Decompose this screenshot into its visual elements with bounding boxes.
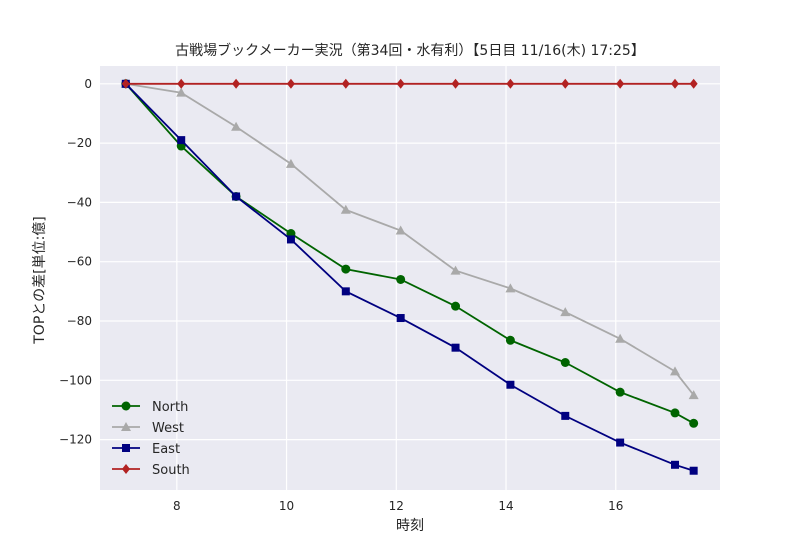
data-point-north: [505, 335, 515, 345]
series-line-west: [125, 82, 695, 396]
x-tick-label: 16: [608, 499, 623, 513]
data-point-west: [395, 225, 406, 235]
y-tick-label: −40: [67, 195, 92, 209]
legend-item-west: West: [112, 421, 184, 436]
y-tick-label: −60: [67, 255, 92, 269]
legend-item-east: East: [112, 442, 180, 457]
y-tick-label: −80: [67, 314, 92, 328]
data-point-east: [396, 314, 405, 323]
series-line-east: [125, 83, 694, 472]
data-point-south: [561, 78, 570, 89]
series-west: [120, 78, 699, 400]
series-layer: [120, 78, 699, 475]
data-point-west: [688, 390, 699, 400]
data-point-west: [285, 158, 296, 168]
chart-title: 古戦場ブックメーカー実況（第34回・水有利）【5日目 11/16(木) 17:2…: [175, 42, 645, 59]
data-point-north: [689, 418, 699, 428]
legend-label-west: West: [152, 421, 184, 436]
x-tick-label: 8: [173, 499, 181, 513]
data-point-west: [505, 283, 516, 293]
plot-area: [100, 66, 720, 490]
data-point-north: [396, 274, 406, 284]
x-axis-ticks: 8 10 12 14 16: [173, 499, 623, 513]
data-point-east: [671, 460, 680, 469]
data-point-south: [177, 78, 186, 89]
data-point-north: [560, 358, 570, 368]
data-point-west: [560, 307, 571, 317]
data-point-south: [506, 78, 515, 89]
y-tick-label: −120: [59, 433, 92, 447]
data-point-south: [451, 78, 460, 89]
legend-label-east: East: [152, 442, 180, 457]
data-point-north: [451, 301, 461, 311]
data-point-east: [689, 466, 698, 475]
data-point-east: [286, 235, 295, 244]
data-point-east: [177, 136, 186, 145]
x-tick-label: 12: [389, 499, 404, 513]
data-point-east: [616, 438, 625, 447]
y-tick-label: −100: [59, 373, 92, 387]
data-point-east: [341, 287, 350, 296]
legend-item-south: South: [112, 463, 190, 478]
legend-label-south: South: [152, 463, 190, 478]
data-point-west: [450, 265, 461, 275]
x-axis-label: 時刻: [396, 518, 424, 534]
legend-marker-west: [121, 422, 131, 431]
data-point-south: [396, 78, 405, 89]
x-tick-label: 10: [279, 499, 294, 513]
y-tick-label: −20: [67, 136, 92, 150]
data-point-south: [286, 78, 295, 89]
data-point-north: [670, 408, 680, 418]
legend-item-north: North: [112, 400, 188, 415]
data-point-south: [616, 78, 625, 89]
y-tick-label: 0: [84, 77, 92, 91]
data-point-south: [671, 78, 680, 89]
legend: North West East South: [112, 400, 190, 478]
y-axis-ticks: 0 −20 −40 −60 −80 −100 −120: [59, 77, 92, 447]
data-point-west: [231, 121, 242, 131]
y-axis-label: TOPとの差[単位:億]: [32, 216, 48, 345]
legend-marker-south: [122, 464, 130, 474]
x-tick-label: 14: [498, 499, 513, 513]
data-point-west: [340, 204, 351, 214]
data-point-west: [670, 366, 681, 376]
data-point-west: [176, 87, 187, 97]
data-point-east: [451, 343, 460, 352]
data-point-north: [615, 387, 625, 397]
series-east: [121, 79, 698, 475]
data-point-east: [506, 380, 515, 389]
legend-marker-north: [121, 401, 131, 411]
data-point-south: [689, 78, 698, 89]
legend-label-north: North: [152, 400, 188, 415]
data-point-south: [341, 78, 350, 89]
data-point-north: [341, 264, 351, 274]
series-south: [121, 78, 698, 89]
data-point-south: [121, 78, 130, 89]
data-point-west: [615, 333, 626, 343]
data-point-south: [232, 78, 241, 89]
data-point-east: [232, 192, 241, 201]
legend-marker-east: [122, 444, 130, 452]
data-point-east: [561, 411, 570, 420]
